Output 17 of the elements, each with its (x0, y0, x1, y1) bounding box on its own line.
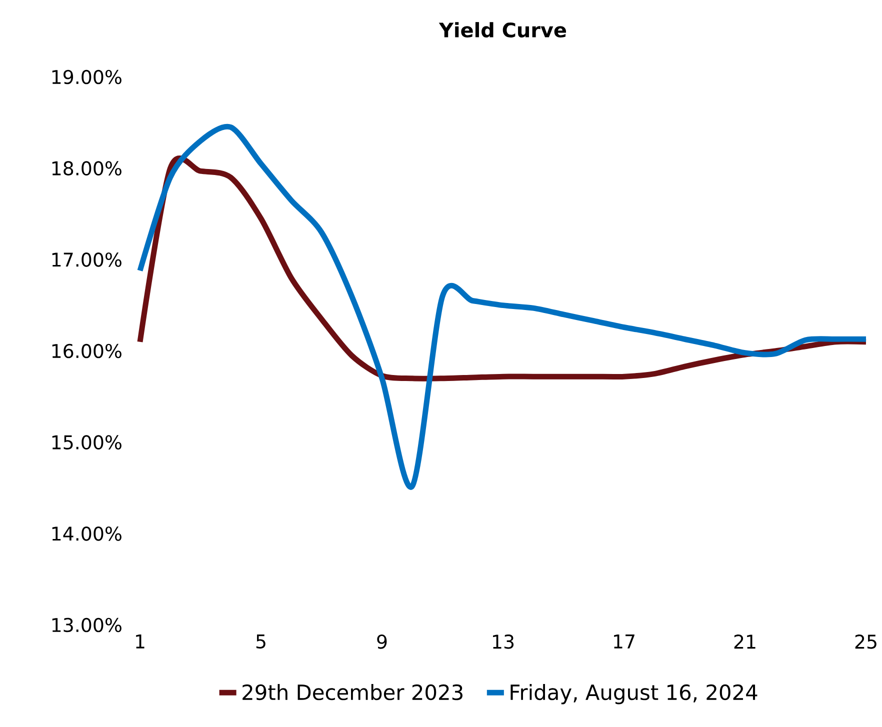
y-tick-label: 13.00% (52, 618, 122, 632)
x-tick-label: 17 (614, 634, 634, 648)
y-tick-label: 15.00% (52, 435, 122, 450)
x-tick-label: 25 (855, 634, 876, 649)
x-tick-label: 1 (136, 634, 144, 648)
x-tick-label: 9 (377, 634, 387, 649)
legend-label: Friday, August 16, 2024 (510, 684, 758, 704)
x-tick-label: 21 (734, 634, 756, 649)
y-tick-label: 14.00% (52, 526, 122, 541)
x-tick-label: 5 (256, 634, 266, 649)
y-tick-label: 16.00% (52, 344, 122, 358)
y-tick-label: 18.00% (52, 161, 122, 176)
legend-label: 29th December 2023 (242, 684, 462, 700)
y-tick-label: 17.00% (52, 252, 122, 267)
chart-title: Yield Curve (438, 22, 566, 38)
x-tick-label: 13 (493, 634, 514, 649)
y-tick-label: 19.00% (52, 70, 122, 84)
